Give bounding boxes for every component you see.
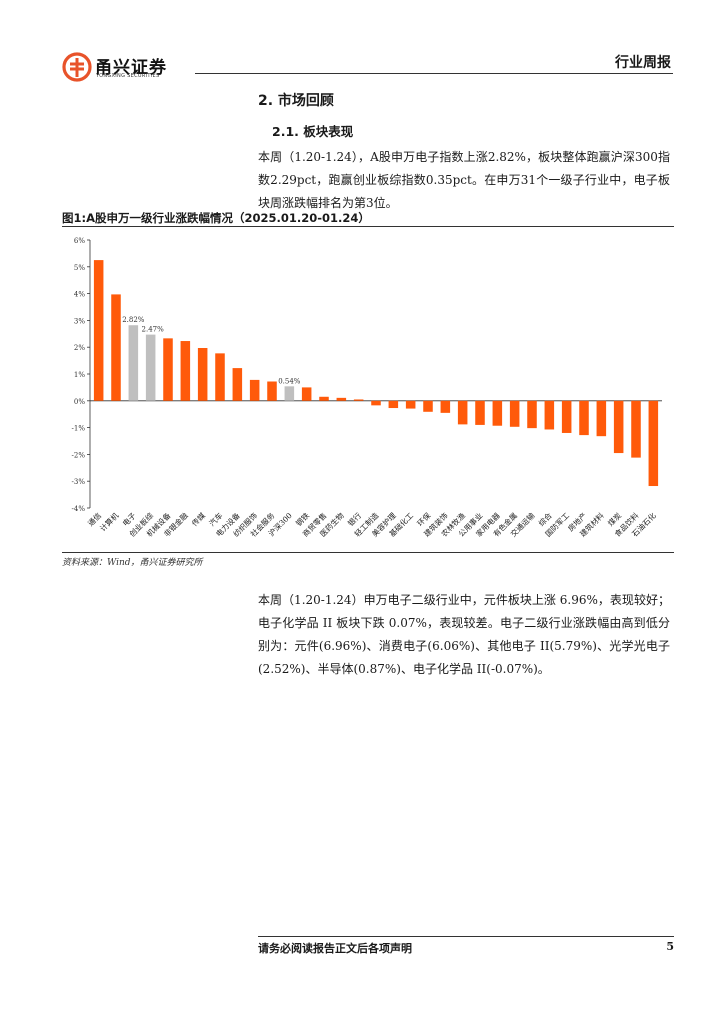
bar-传媒 (197, 348, 208, 401)
bar-轻工制造 (371, 400, 381, 406)
data-label: 2.82% (122, 316, 145, 324)
section-heading: 2. 市场回顾 (258, 93, 334, 109)
subsection-heading: 2.1. 板块表现 (272, 124, 354, 139)
bar-食品饮料 (631, 400, 641, 458)
logo-name-en: YONGXING SECURITIES (96, 73, 160, 79)
y-tick-label: 2% (74, 344, 85, 352)
bars-group (93, 260, 659, 487)
bar-农林牧渔 (457, 400, 468, 425)
bar-创业板综 (145, 334, 156, 401)
y-tick-label: 4% (74, 291, 85, 299)
y-tick-label: 5% (74, 264, 85, 272)
industry-returns-bar-chart: 6% 5% 4% 3% 2% 1% 0% -1% -2% -3% -4% 2.82% 2.47% 0.5… (72, 237, 662, 539)
header-divider (195, 73, 673, 74)
page-header: 甬兴证券 YONGXING SECURITIES 行业周报 (0, 0, 724, 82)
bar-交通运输 (527, 400, 537, 429)
paragraph-sub-industry: 本周（1.20-1.24）申万电子二级行业中，元件板块上涨 6.96%，表现较好… (258, 593, 670, 676)
figure-source: 资料来源：Wind，甬兴证券研究所 (62, 558, 203, 568)
figure-top-rule (62, 226, 674, 227)
bar-汽车 (215, 353, 225, 401)
logo-name-cn: 甬兴证券 (95, 58, 167, 78)
bar-公用事业 (475, 400, 485, 425)
bar-医药生物 (336, 397, 347, 401)
bar-建筑材料 (596, 400, 607, 437)
y-tick-label: -3% (72, 478, 86, 486)
x-tick-label: 传媒 (189, 510, 207, 528)
y-tick-label: 0% (74, 398, 85, 406)
bar-美容护理 (388, 400, 399, 409)
y-tick-label: -4% (72, 505, 86, 513)
y-axis: 6% 5% 4% 3% 2% 1% 0% -1% -2% -3% -4% (72, 237, 662, 513)
y-tick-label: -1% (72, 425, 86, 433)
bar-房地产 (579, 400, 589, 436)
bar-社会服务 (267, 381, 277, 401)
bar-电力设备 (232, 368, 243, 401)
data-label: 2.47% (142, 326, 165, 334)
bar-沪深300 (284, 386, 295, 401)
y-tick-label: 6% (74, 237, 85, 245)
y-tick-label: 1% (74, 371, 85, 379)
bar-环保 (423, 400, 433, 412)
bar-家用电器 (492, 400, 503, 426)
bar-电子 (128, 325, 139, 401)
bar-有色金属 (509, 400, 520, 427)
bar-非银金融 (180, 341, 191, 401)
bar-钢铁 (301, 387, 312, 401)
bar-银行 (353, 399, 364, 401)
y-tick-label: -2% (72, 451, 86, 459)
page-number: 5 (666, 940, 674, 953)
x-tick-label: 计算机 (97, 510, 120, 533)
bar-基础化工 (405, 400, 416, 409)
figure-title: 图1:A股申万一级行业涨跌幅情况（2025.01.20-01.24） (62, 211, 370, 225)
bar-纺织服饰 (249, 379, 260, 401)
bar-石油石化 (648, 400, 659, 487)
data-label: 0.54% (278, 377, 301, 385)
bar-国防军工 (561, 400, 572, 433)
footer-divider (258, 936, 674, 937)
bar-机械设备 (163, 338, 173, 401)
logo-mark-icon (62, 52, 92, 82)
bar-综合 (544, 400, 555, 430)
data-labels-group: 2.82% 2.47% 0.54% (122, 316, 301, 385)
bar-商贸零售 (319, 396, 329, 401)
bar-通信 (93, 260, 104, 401)
figure-bottom-rule (62, 552, 674, 553)
footer-disclaimer: 请务必阅读报告正文后各项声明 (258, 942, 412, 955)
report-type: 行业周报 (615, 55, 671, 71)
bar-煤炭 (613, 400, 624, 454)
paragraph-market-summary: 本周（1.20-1.24），A股申万电子指数上涨2.82%，板块整体跑赢沪深30… (258, 150, 670, 210)
y-tick-label: 3% (74, 317, 85, 325)
bar-计算机 (111, 294, 121, 401)
bar-建筑装饰 (440, 400, 451, 413)
